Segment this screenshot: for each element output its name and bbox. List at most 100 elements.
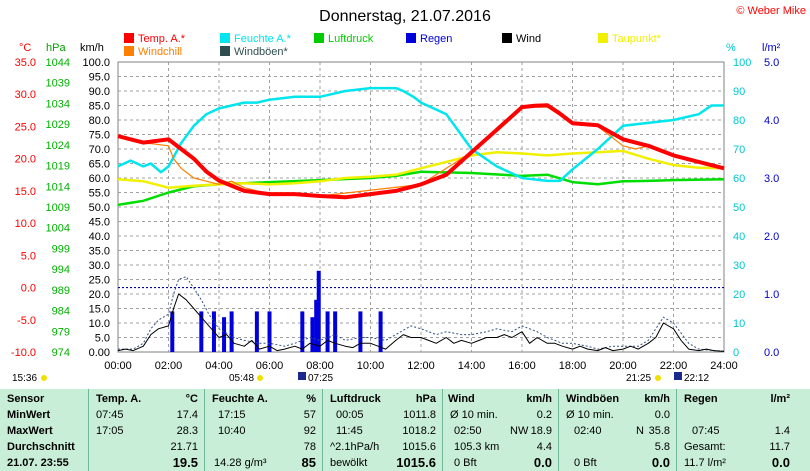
wind-tick-20: 0.00 bbox=[89, 347, 110, 359]
moonrise-label: 22:12 bbox=[684, 373, 709, 384]
rain-header: Regen bbox=[684, 393, 718, 405]
gusts-header: Windböen bbox=[566, 393, 620, 405]
time-tick-10: 20:00 bbox=[609, 360, 637, 372]
temp-tick-5: 10.0 bbox=[15, 218, 36, 230]
pressure-tick-12: 984 bbox=[52, 306, 70, 318]
wind-tick-5: 75.0 bbox=[89, 130, 110, 142]
humidity-tick-10: 0 bbox=[733, 347, 739, 359]
rain-total-label: Gesamt: bbox=[684, 441, 726, 453]
left-time-label: 15:36 bbox=[12, 373, 37, 384]
pressure-max-time: 11:45 bbox=[336, 425, 363, 437]
rain-bar bbox=[310, 317, 315, 352]
pressure-min-time: 00:05 bbox=[336, 409, 364, 421]
rain-total-value: 11.7 bbox=[769, 441, 790, 453]
rain-tick-0: 5.0 bbox=[764, 57, 779, 69]
humidity-tick-9: 10 bbox=[733, 318, 745, 330]
stats-sensor: Sensor MinWert MaxWert Durchschnitt 21.0… bbox=[0, 389, 88, 471]
time-tick-4: 08:00 bbox=[306, 360, 334, 372]
temp-avg-value: 21.71 bbox=[170, 441, 198, 453]
rain-max-value: 1.4 bbox=[774, 425, 790, 437]
wind-line bbox=[117, 293, 725, 352]
wind-tick-14: 30.0 bbox=[89, 260, 110, 272]
legend-label-6: Windchill bbox=[138, 46, 182, 58]
wind-max-value: 18.9 bbox=[530, 425, 552, 437]
wind-tick-8: 60.0 bbox=[89, 173, 110, 185]
gusts-avg-value: 5.8 bbox=[654, 441, 670, 453]
humidity-max-value: 92 bbox=[303, 425, 316, 437]
gusts-beaufort: 0 Bft bbox=[574, 457, 597, 469]
time-tick-7: 14:00 bbox=[458, 360, 486, 372]
pressure-tick-7: 1009 bbox=[46, 202, 70, 214]
legend-swatch-5 bbox=[598, 33, 608, 43]
wind-tick-18: 10.0 bbox=[89, 318, 110, 330]
grid bbox=[118, 62, 724, 352]
legend-swatch-4 bbox=[502, 33, 512, 43]
sunset-sun-icon bbox=[655, 375, 661, 381]
temp-tick-2: 25.0 bbox=[15, 121, 36, 133]
humidity-tick-5: 50 bbox=[733, 202, 745, 214]
rain-tick-5: 0.0 bbox=[764, 347, 779, 359]
wind-tick-3: 85.0 bbox=[89, 101, 110, 113]
wind-max-direction: NW bbox=[510, 425, 529, 437]
temp-tick-0: 35.0 bbox=[15, 57, 36, 69]
maxwert-label: MaxWert bbox=[7, 425, 53, 437]
wind-max-time: 02:50 bbox=[454, 425, 482, 437]
pressure-min-value: 1011.8 bbox=[403, 409, 436, 421]
rain-bar bbox=[325, 311, 330, 352]
humidity-tick-4: 60 bbox=[733, 173, 745, 185]
sun-moon-bar: 15:36 05:48 07:25 21:25 22:12 bbox=[12, 372, 709, 384]
wind-tick-9: 55.0 bbox=[89, 188, 110, 200]
time-tick-8: 16:00 bbox=[508, 360, 536, 372]
legend-label-3: Regen bbox=[420, 33, 452, 45]
wind-tick-6: 70.0 bbox=[89, 144, 110, 156]
humidity-tick-7: 30 bbox=[733, 260, 745, 272]
moonrise-moon-icon bbox=[674, 372, 682, 380]
wind-avg10-value: 0.2 bbox=[536, 409, 552, 421]
humidity-current-value: 85 bbox=[301, 455, 316, 470]
legend-swatch-2 bbox=[314, 33, 324, 43]
legend-label-1: Feuchte A.* bbox=[234, 33, 292, 45]
pressure-unit: hPa bbox=[415, 393, 436, 405]
rain-max-time: 07:45 bbox=[692, 425, 720, 437]
rain-bar bbox=[170, 311, 175, 352]
rain-tick-1: 4.0 bbox=[764, 115, 779, 127]
humidity-header: Feuchte A. bbox=[212, 393, 268, 405]
rain-bar bbox=[316, 270, 321, 352]
wind-run: 105.3 km bbox=[454, 441, 500, 453]
humidity-tick-1: 90 bbox=[733, 86, 745, 98]
temp-min-value: 17.4 bbox=[176, 409, 198, 421]
pressure-tick-2: 1034 bbox=[46, 98, 70, 110]
temp-tick-4: 15.0 bbox=[15, 186, 36, 198]
temp-max-time: 17:05 bbox=[96, 425, 124, 437]
wind-tick-13: 35.0 bbox=[89, 246, 110, 258]
temp-axis-label: °C bbox=[19, 42, 31, 54]
rain-bar bbox=[314, 299, 319, 352]
time-tick-5: 10:00 bbox=[357, 360, 385, 372]
sunrise-sun-icon bbox=[257, 375, 263, 381]
wind-tick-11: 45.0 bbox=[89, 217, 110, 229]
copyright: © Weber Mike bbox=[736, 5, 806, 17]
legend-swatch-3 bbox=[406, 33, 416, 43]
rain-bar bbox=[378, 311, 383, 352]
pressure-avg-value: 1015.6 bbox=[402, 441, 436, 453]
stats-wind: Wind km/h Ø 10 min. 0.2 02:50 NW 18.9 105.3 … bbox=[442, 389, 558, 471]
chart-title: Donnerstag, 21.07.2016 bbox=[319, 8, 491, 25]
rain-axis: 5.0 4.0 3.0 2.0 1.0 0.0 bbox=[764, 57, 779, 359]
temp-tick-1: 30.0 bbox=[15, 89, 36, 101]
rain-bar bbox=[333, 311, 338, 352]
gusts-line bbox=[118, 276, 725, 352]
humidity-axis-label: % bbox=[726, 42, 736, 54]
humidity-unit: % bbox=[306, 393, 316, 405]
pressure-tick-10: 994 bbox=[52, 264, 70, 276]
stats-temp: Temp. A. °C 07:45 17.4 17:05 28.3 21.71 19.… bbox=[88, 389, 204, 471]
wind-tick-0: 100.0 bbox=[82, 57, 110, 69]
temp-line bbox=[117, 103, 725, 200]
rain-tick-3: 2.0 bbox=[764, 231, 779, 243]
rain-bar bbox=[358, 311, 363, 352]
rain-total-summary: 11.7 l/m² bbox=[684, 457, 726, 469]
wind-avg10-label: Ø 10 min. bbox=[450, 409, 498, 421]
pressure-trend: ^2.1hPa/h bbox=[330, 441, 380, 453]
gusts-max-direction: N bbox=[636, 425, 644, 437]
wind-header: Wind bbox=[448, 393, 475, 405]
